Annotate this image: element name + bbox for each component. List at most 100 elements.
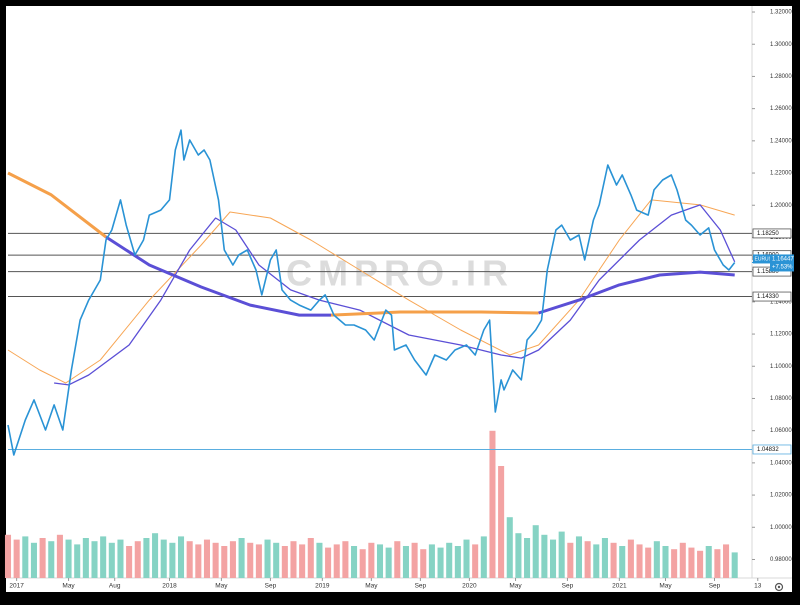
level-tag: [752, 228, 792, 239]
volume-bar: [584, 541, 591, 578]
x-tick-label: 2017: [9, 583, 24, 590]
volume-bar: [264, 539, 271, 578]
volume-bar: [108, 542, 115, 578]
x-tick-label: May: [365, 583, 378, 590]
volume-bar: [428, 544, 435, 578]
x-tick-label: Sep: [562, 583, 574, 590]
y-tick-label: 1.22000: [770, 171, 792, 177]
chart-background: [6, 6, 792, 592]
volume-bar: [169, 542, 176, 578]
volume-bar: [619, 546, 626, 578]
settings-icon[interactable]: [774, 582, 784, 592]
volume-bar: [472, 544, 479, 578]
volume-bar: [203, 539, 211, 578]
volume-bar: [705, 546, 712, 578]
volume-bar: [359, 549, 366, 578]
volume-bar: [316, 542, 323, 578]
x-tick-label: 2021: [612, 583, 627, 590]
volume-bar: [446, 542, 453, 578]
y-tick-label: 1.04000: [770, 460, 792, 466]
volume-bar: [91, 541, 98, 578]
volume-bar: [238, 538, 245, 578]
volume-bar: [402, 546, 409, 578]
volume-bar: [333, 544, 340, 578]
volume-bar: [723, 544, 730, 578]
volume-bar: [627, 539, 634, 578]
volume-bar: [610, 542, 617, 578]
series-line: [7, 129, 736, 456]
volume-bar: [177, 536, 185, 578]
volume-bar: [679, 542, 686, 578]
level-tag: [752, 291, 792, 302]
volume-bar: [229, 541, 236, 578]
y-tick-label: 1.32000: [770, 10, 792, 16]
volume-bar: [567, 542, 574, 578]
volume-bar: [342, 541, 349, 578]
volume-bar: [4, 534, 12, 578]
y-tick-label: 1.24000: [770, 138, 792, 144]
volume-bar: [385, 547, 392, 578]
volume-bar: [82, 538, 89, 578]
gear: [774, 582, 784, 592]
volume-bar: [601, 538, 608, 578]
y-tick-label: 1.28000: [770, 74, 792, 80]
level-label: 1.15880: [757, 269, 779, 275]
volume-bar: [489, 430, 496, 578]
volume-bar: [480, 536, 487, 578]
volume-bar: [662, 546, 669, 578]
symbol-label: EURUSD: [755, 256, 777, 262]
volume-bar: [65, 539, 72, 578]
level-label: 1.04832: [757, 447, 779, 453]
volume-bar: [532, 525, 539, 578]
volume-bar: [299, 544, 306, 578]
volume-bar: [281, 546, 288, 578]
x-tick-label: May: [659, 583, 672, 590]
volume-bar: [506, 517, 513, 578]
gear-center: [777, 585, 781, 589]
x-tick-label: Sep: [415, 583, 427, 590]
volume-bar: [74, 544, 81, 578]
y-tick-label: 1.26000: [770, 106, 792, 112]
x-tick-label: May: [215, 583, 228, 590]
volume-bar: [653, 541, 660, 578]
volume-bar: [117, 539, 124, 578]
series-line: [7, 199, 735, 384]
level-label: 1.14330: [757, 294, 779, 300]
volume-bar: [100, 536, 107, 578]
volume-bar: [498, 466, 505, 578]
volume-bar: [39, 538, 46, 578]
volume-bar: [307, 538, 314, 578]
volume-bar: [152, 533, 159, 578]
volume-bar: [134, 541, 141, 578]
volume-bar: [186, 541, 193, 578]
volume-bar: [376, 544, 384, 578]
y-tick-label: 0.98000: [770, 557, 792, 563]
volume-bar: [22, 536, 29, 578]
price-label: 1.16447: [772, 257, 794, 263]
volume-bar: [160, 539, 167, 578]
volume-bar: [549, 539, 557, 578]
volume-bar: [420, 549, 427, 578]
volume-bar: [636, 544, 643, 578]
volume-bar: [463, 539, 470, 578]
x-tick-label: May: [62, 583, 75, 590]
volume-bar: [697, 550, 704, 578]
volume-bar: [515, 533, 522, 578]
volume-bar: [30, 542, 37, 578]
y-tick-label: 1.08000: [770, 396, 792, 402]
volume-bar: [714, 549, 721, 578]
volume-bar: [212, 542, 219, 578]
volume-bar: [247, 542, 254, 578]
symbol-tag: [753, 254, 770, 264]
change-label: +7.53%: [772, 265, 793, 271]
volume-bar: [731, 552, 738, 578]
volume-bar: [48, 541, 55, 578]
volume-bar: [411, 542, 418, 578]
volume-bar: [195, 544, 202, 578]
volume-bar: [290, 541, 297, 578]
series-line: [105, 235, 735, 317]
volume-bar: [126, 546, 133, 578]
x-tick-label: Aug: [109, 583, 121, 590]
x-tick-label: 2020: [462, 583, 477, 590]
